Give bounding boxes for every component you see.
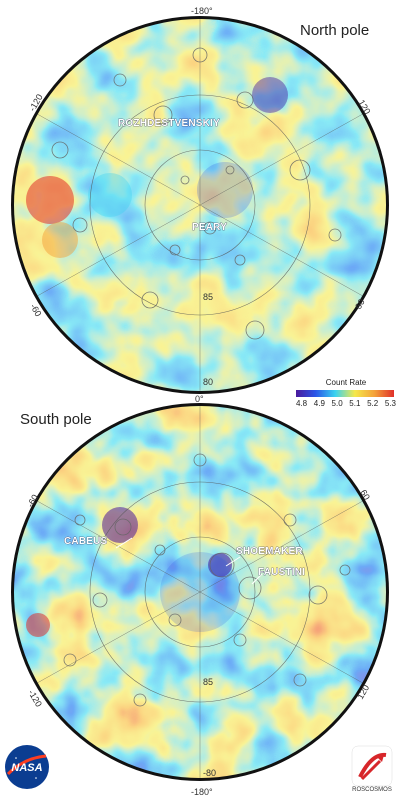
legend-title: Count Rate bbox=[325, 378, 367, 387]
north-pole-map: -180° -120 120 -60 60 85 80 ROZHDESTVENS… bbox=[11, 6, 389, 394]
north-pole-title: North pole bbox=[300, 22, 370, 39]
north-crater-label-rozhdestvenskiy: ROZHDESTVENSKIY bbox=[118, 118, 220, 129]
legend-tick: 4.8 bbox=[296, 399, 308, 408]
north-lon-label-top: -180° bbox=[191, 6, 213, 16]
north-crater-outlines bbox=[51, 47, 342, 340]
roscosmos-logo: ROSCOSMOS bbox=[350, 745, 394, 797]
south-lon-label-top: 0° bbox=[195, 394, 204, 404]
south-pole-map: 0° -60 60 -120 120 -180° 85 -80 CABEUS S… bbox=[11, 394, 389, 797]
south-crater-label-shoemaker: SHOEMAKER bbox=[236, 546, 303, 557]
south-crater-outlines bbox=[63, 453, 351, 707]
roscosmos-emblem bbox=[351, 745, 393, 787]
svg-text:NASA: NASA bbox=[11, 762, 42, 774]
north-lon-label-bottom-right: 60 bbox=[353, 297, 367, 311]
legend-tick: 5.3 bbox=[384, 399, 396, 408]
south-pole-title: South pole bbox=[20, 411, 92, 428]
north-crater-label-peary: PEARY bbox=[192, 222, 227, 233]
south-lon-label-bottom: -180° bbox=[191, 787, 213, 797]
legend-tick: 5.0 bbox=[331, 399, 343, 408]
legend-ticks: 4.8 4.9 5.0 5.1 5.2 5.3 bbox=[296, 399, 396, 408]
south-crater-label-faustini: FAUSTINI bbox=[258, 567, 305, 578]
roscosmos-wordmark: ROSCOSMOS bbox=[352, 787, 392, 793]
legend-tick: 4.9 bbox=[313, 399, 325, 408]
legend-color-bar bbox=[296, 390, 394, 397]
legend-tick: 5.2 bbox=[367, 399, 379, 408]
south-lat-label-80: -80 bbox=[203, 768, 216, 778]
south-lon-label-right: 60 bbox=[358, 488, 372, 502]
north-lat-label-80: 80 bbox=[203, 377, 213, 387]
nasa-logo: NASA bbox=[5, 745, 49, 789]
count-rate-legend: Count Rate 4.8 4.9 5.0 5.1 5.2 5.3 bbox=[296, 378, 396, 412]
north-lat-label-85: 85 bbox=[203, 292, 213, 302]
south-crater-label-cabeus: CABEUS bbox=[64, 536, 108, 547]
legend-tick: 5.1 bbox=[349, 399, 361, 408]
south-lat-label-85: 85 bbox=[203, 677, 213, 687]
